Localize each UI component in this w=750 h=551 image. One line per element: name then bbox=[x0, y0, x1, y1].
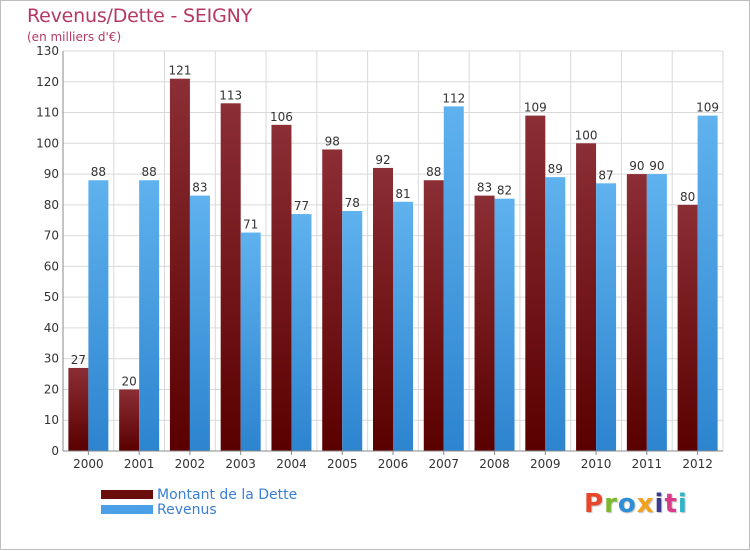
bar-dette bbox=[68, 367, 89, 451]
y-tick-label: 110 bbox=[36, 106, 59, 120]
bar-dette bbox=[169, 78, 190, 451]
y-tick-label: 20 bbox=[44, 382, 59, 396]
data-label: 113 bbox=[219, 88, 242, 102]
data-label: 80 bbox=[680, 190, 695, 204]
bar-revenus bbox=[545, 177, 566, 451]
data-label: 88 bbox=[91, 165, 106, 179]
bar-revenus bbox=[189, 195, 210, 451]
data-label: 82 bbox=[497, 184, 512, 198]
x-tick-label: 2003 bbox=[225, 457, 256, 471]
x-tick-label: 2001 bbox=[124, 457, 155, 471]
x-tick-label: 2006 bbox=[378, 457, 409, 471]
data-label: 78 bbox=[345, 196, 360, 210]
x-tick-label: 2005 bbox=[327, 457, 358, 471]
y-tick-label: 120 bbox=[36, 75, 59, 89]
bar-revenus bbox=[494, 198, 515, 451]
x-tick-label: 2008 bbox=[479, 457, 510, 471]
logo-letter: o bbox=[617, 489, 637, 519]
logo-letter: t bbox=[664, 489, 678, 519]
x-tick-label: 2012 bbox=[682, 457, 713, 471]
data-label: 98 bbox=[325, 134, 340, 148]
x-tick-label: 2011 bbox=[632, 457, 663, 471]
bar-dette bbox=[119, 389, 140, 451]
logo-letter: x bbox=[636, 489, 655, 519]
logo-letter: i bbox=[677, 489, 688, 519]
bar-revenus bbox=[139, 180, 160, 451]
data-label: 77 bbox=[294, 199, 309, 213]
legend-swatch-revenus bbox=[101, 505, 153, 514]
bar-dette bbox=[322, 149, 343, 451]
bar-dette bbox=[220, 103, 241, 452]
bar-dette bbox=[626, 174, 647, 452]
bar-dette bbox=[373, 167, 393, 451]
data-label: 112 bbox=[442, 91, 465, 105]
data-label: 89 bbox=[548, 162, 563, 176]
data-label: 27 bbox=[71, 353, 86, 367]
logo-letter: r bbox=[604, 489, 618, 519]
bar-revenus bbox=[697, 115, 718, 451]
data-label: 81 bbox=[395, 187, 410, 201]
bar-revenus bbox=[88, 180, 109, 451]
data-label: 106 bbox=[270, 110, 293, 124]
data-label: 83 bbox=[192, 181, 207, 195]
logo-letter: P bbox=[584, 489, 605, 519]
data-label: 88 bbox=[426, 165, 441, 179]
legend-label-revenus: Revenus bbox=[157, 501, 217, 518]
bar-dette bbox=[271, 124, 292, 451]
chart-subtitle: (en milliers d'€) bbox=[27, 30, 122, 44]
x-tick-label: 2009 bbox=[530, 457, 561, 471]
bar-revenus bbox=[443, 106, 464, 451]
y-tick-label: 100 bbox=[36, 136, 59, 150]
bar-revenus bbox=[646, 174, 667, 452]
x-tick-label: 2002 bbox=[175, 457, 206, 471]
bar-revenus bbox=[393, 201, 413, 451]
y-tick-label: 70 bbox=[44, 229, 59, 243]
data-label: 109 bbox=[696, 101, 719, 115]
bar-dette bbox=[474, 195, 495, 451]
data-label: 100 bbox=[575, 128, 598, 142]
data-label: 20 bbox=[122, 374, 137, 388]
bar-revenus bbox=[342, 211, 363, 451]
chart-title: Revenus/Dette - SEIGNY bbox=[27, 5, 253, 27]
data-label: 88 bbox=[142, 165, 157, 179]
legend-swatch-debt bbox=[101, 490, 153, 499]
legend-label-debt: Montant de la Dette bbox=[157, 486, 298, 503]
y-tick-label: 0 bbox=[51, 444, 59, 458]
data-label: 83 bbox=[477, 181, 492, 195]
x-tick-label: 2004 bbox=[276, 457, 307, 471]
data-label: 92 bbox=[375, 153, 390, 167]
logo-letter: i bbox=[654, 489, 665, 519]
x-tick-label: 2000 bbox=[73, 457, 104, 471]
legend-item-debt: Montant de la Dette bbox=[101, 486, 298, 503]
legend-item-revenus: Revenus bbox=[101, 501, 297, 518]
y-tick-label: 90 bbox=[44, 167, 59, 181]
bar-revenus bbox=[596, 183, 617, 452]
y-tick-label: 50 bbox=[44, 290, 59, 304]
y-tick-label: 130 bbox=[36, 44, 59, 58]
bar-dette bbox=[576, 143, 597, 452]
bar-dette bbox=[525, 115, 546, 451]
data-label: 87 bbox=[598, 168, 613, 182]
bar-dette bbox=[677, 204, 698, 451]
bar-dette bbox=[423, 180, 444, 451]
x-tick-label: 2010 bbox=[581, 457, 612, 471]
y-tick-label: 40 bbox=[44, 321, 59, 335]
y-tick-label: 60 bbox=[44, 259, 59, 273]
x-tick-label: 2007 bbox=[428, 457, 459, 471]
proxiti-logo: Proxiti bbox=[584, 489, 688, 519]
data-label: 121 bbox=[168, 64, 191, 78]
y-tick-label: 80 bbox=[44, 198, 59, 212]
bar-revenus bbox=[291, 214, 312, 451]
data-label: 109 bbox=[524, 101, 547, 115]
data-label: 90 bbox=[629, 159, 644, 173]
data-label: 90 bbox=[649, 159, 664, 173]
y-tick-label: 10 bbox=[44, 413, 59, 427]
y-tick-label: 30 bbox=[44, 352, 59, 366]
bar-revenus bbox=[240, 232, 261, 451]
chart-legend: Montant de la Dette Revenus bbox=[101, 486, 298, 518]
data-label: 71 bbox=[243, 218, 258, 232]
